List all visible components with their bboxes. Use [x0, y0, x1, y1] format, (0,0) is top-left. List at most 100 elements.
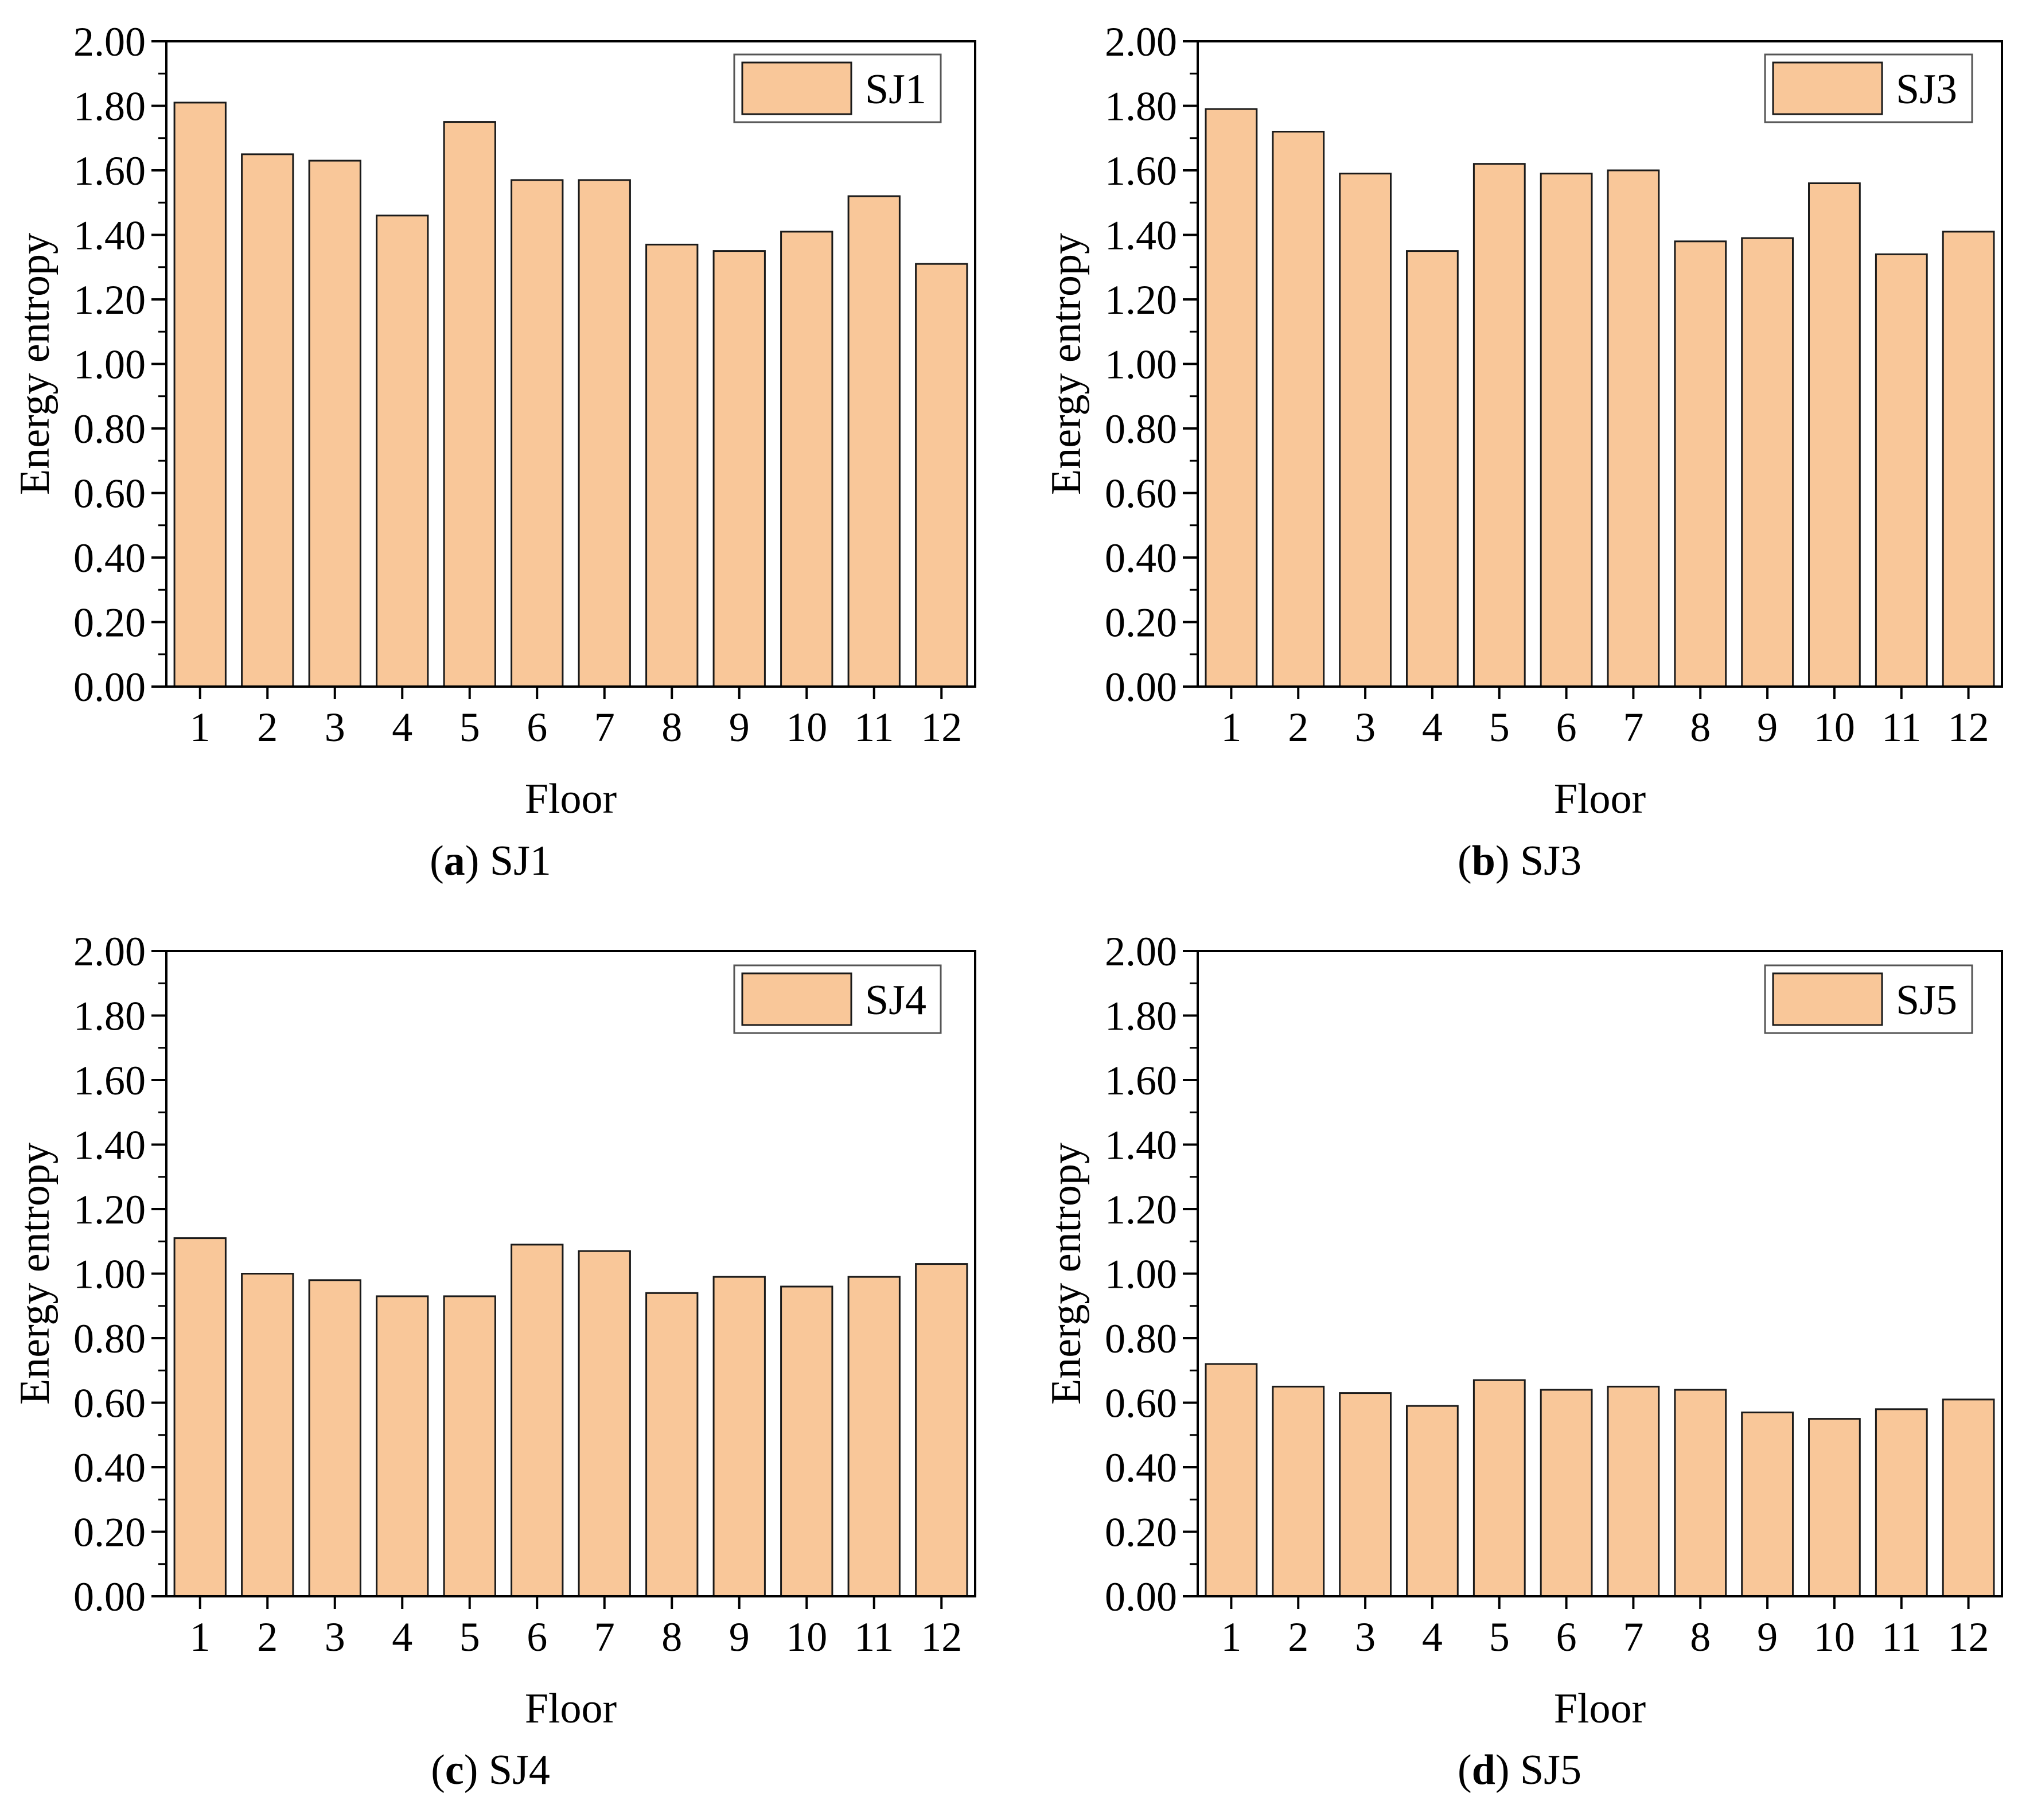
- x-tick-label: 3: [325, 704, 345, 750]
- chart-panel-d: 0.00 0.20 0.40 0.60 0.80 1.00 1.20 1.40 1.60 1.80…: [1043, 929, 2003, 1794]
- bar-floor-11: [1875, 1408, 1928, 1597]
- y-tick-label: 0.60: [1105, 471, 1177, 517]
- caption-open-paren: (: [430, 837, 444, 884]
- y-tick-label: 1.80: [73, 993, 146, 1039]
- x-tick-label: 9: [1757, 704, 1778, 750]
- caption-close-paren: ): [465, 837, 490, 884]
- caption-letter: a: [444, 837, 465, 884]
- bar-floor-9: [1741, 1411, 1794, 1597]
- y-tick-label: 2.00: [73, 929, 146, 975]
- caption-open-paren: (: [431, 1747, 445, 1794]
- y-axis-label: Energy entropy: [1043, 233, 1090, 495]
- caption-text: SJ1: [490, 837, 551, 884]
- x-tick-label: 1: [1221, 1614, 1241, 1660]
- caption-text: SJ5: [1520, 1747, 1581, 1794]
- y-tick-label: 1.00: [73, 1252, 146, 1297]
- x-tick-label: 9: [1757, 1614, 1778, 1660]
- bar-floor-4: [376, 215, 429, 688]
- x-axis-label: Floor: [525, 775, 617, 823]
- bar-floor-8: [1674, 240, 1727, 688]
- y-tick-label: 0.40: [73, 1445, 146, 1491]
- x-tick-label: 5: [1489, 1614, 1510, 1660]
- bar-floor-6: [1540, 1389, 1593, 1597]
- bar-floor-2: [1272, 131, 1325, 688]
- bar-floor-9: [712, 1276, 766, 1597]
- y-tick-label: 0.80: [73, 406, 146, 452]
- x-tick-label: 12: [1948, 704, 1989, 750]
- legend: SJ4: [733, 964, 942, 1034]
- x-tick-label: 6: [527, 1614, 547, 1660]
- y-tick-label: 1.40: [1105, 213, 1177, 259]
- bar-floor-3: [1339, 173, 1392, 688]
- legend-label: SJ3: [1896, 66, 1957, 113]
- x-tick-label: 10: [786, 704, 827, 750]
- x-tick-label: 1: [1221, 704, 1241, 750]
- y-tick-label: 0.20: [73, 1510, 146, 1556]
- bar-floor-6: [1540, 173, 1593, 688]
- bar-floor-3: [308, 1279, 361, 1597]
- bar-floor-12: [1942, 231, 1995, 688]
- y-tick-label: 2.00: [1105, 19, 1177, 65]
- chart-panel-a: 0.00 0.20 0.40 0.60 0.80 1.00 1.20 1.40 1.60 1.80…: [11, 19, 976, 884]
- bar-floor-10: [1808, 182, 1861, 688]
- y-tick-label: 1.40: [1105, 1123, 1177, 1168]
- caption-letter: c: [445, 1747, 464, 1794]
- y-tick-label: 0.60: [1105, 1381, 1177, 1427]
- x-tick-label: 7: [594, 1614, 615, 1660]
- x-tick-label: 6: [527, 704, 547, 750]
- y-tick-label: 0.20: [73, 600, 146, 646]
- x-tick-label: 9: [729, 704, 750, 750]
- bar-floor-7: [578, 1250, 631, 1597]
- x-tick-label: 4: [392, 704, 412, 750]
- y-tick-label: 1.80: [73, 84, 146, 130]
- x-tick-label: 10: [1814, 1614, 1855, 1660]
- bar-floor-3: [1339, 1392, 1392, 1597]
- y-tick-label: 1.60: [1105, 1058, 1177, 1104]
- x-tick-label: 12: [921, 704, 962, 750]
- caption-open-paren: (: [1458, 837, 1472, 884]
- bar-floor-11: [847, 1276, 901, 1597]
- bar-floor-5: [1472, 163, 1526, 688]
- bar-floor-10: [780, 1285, 833, 1597]
- x-axis-label: Floor: [1554, 775, 1646, 823]
- y-axis-label: Energy entropy: [11, 1143, 59, 1405]
- panel-caption: (b) SJ3: [1458, 837, 1581, 884]
- bar-floor-8: [1674, 1389, 1727, 1597]
- x-tick-label: 3: [1355, 704, 1376, 750]
- y-axis-label: Energy entropy: [1043, 1143, 1090, 1405]
- y-tick-label: 1.60: [73, 1058, 146, 1104]
- bar-floor-11: [847, 195, 901, 688]
- x-tick-label: 4: [392, 1614, 412, 1660]
- y-tick-label: 0.00: [73, 1574, 146, 1620]
- panel-caption: (d) SJ5: [1458, 1747, 1581, 1794]
- y-axis-label: Energy entropy: [11, 233, 59, 495]
- x-axis-label: Floor: [1554, 1685, 1646, 1732]
- y-tick-label: 0.40: [1105, 535, 1177, 581]
- y-tick-label: 0.20: [1105, 1510, 1177, 1556]
- x-tick-label: 1: [190, 704, 211, 750]
- x-tick-label: 5: [459, 1614, 480, 1660]
- y-tick-label: 1.20: [1105, 1187, 1177, 1233]
- x-tick-label: 10: [786, 1614, 827, 1660]
- x-tick-label: 4: [1422, 1614, 1443, 1660]
- bar-floor-4: [376, 1295, 429, 1597]
- bar-floor-12: [915, 263, 968, 688]
- legend-label: SJ1: [865, 66, 926, 113]
- legend-label: SJ5: [1896, 977, 1957, 1024]
- y-tick-label: 1.40: [73, 1123, 146, 1168]
- chart-panel-b: 0.00 0.20 0.40 0.60 0.80 1.00 1.20 1.40 1.60 1.80…: [1043, 19, 2003, 884]
- x-tick-label: 2: [257, 1614, 278, 1660]
- y-tick-label: 1.20: [1105, 277, 1177, 323]
- bar-floor-5: [443, 1295, 496, 1597]
- y-tick-label: 2.00: [73, 19, 146, 65]
- x-tick-label: 7: [594, 704, 615, 750]
- bar-floor-8: [645, 243, 699, 688]
- bar-floor-6: [511, 1244, 564, 1597]
- x-tick-label: 10: [1814, 704, 1855, 750]
- y-tick-label: 1.80: [1105, 84, 1177, 130]
- bar-floor-12: [1942, 1398, 1995, 1597]
- bar-floor-10: [780, 231, 833, 688]
- y-tick-label: 0.60: [73, 471, 146, 517]
- legend-swatch: [1772, 61, 1883, 115]
